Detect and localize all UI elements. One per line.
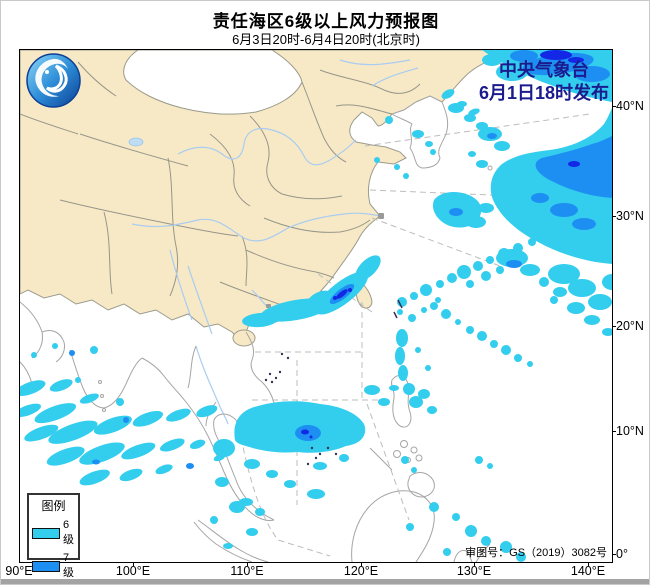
reef-dashes [393,299,403,319]
forecast-period: 6月3日20时-6月4日20时(北京时) [232,32,420,47]
land-borneo [351,490,435,562]
land-sumatra [193,519,269,562]
map-canvas [19,49,613,563]
issuer-time: 6月1日18时发布 [478,83,610,103]
lon-label-120e: 120°E [343,564,379,578]
wind-area-level7 [69,50,612,469]
lat-tick [612,554,616,555]
lat-label-30n: 30°N [616,209,644,223]
lat-tick [612,216,616,217]
legend-swatch-level6 [32,527,60,539]
legend-box: 图例 6级 7级 8级 [27,493,80,579]
cma-logo [26,53,81,108]
land-mindanao [407,472,435,498]
legend-label-level7: 7级 [63,552,74,579]
legend-item-6: 6级 [32,519,78,547]
issuer-label: 中央气象台 6月1日18时发布 [469,59,619,105]
lon-tick [247,562,248,566]
lon-label-130e: 130°E [456,564,492,578]
wind-area-level8 [301,50,584,439]
lon-label-110e: 110°E [230,564,264,578]
lon-label-90e: 90°E [5,564,33,578]
legend-swatch-level7 [32,560,60,572]
lat-tick [612,106,616,107]
issuer-agency: 中央气象台 [499,60,589,80]
lon-tick [474,562,475,566]
land-hainan [232,329,256,347]
lat-label-40n: 40°N [616,99,644,113]
lat-label-20n: 20°N [616,319,644,333]
island-specks [264,352,338,466]
map-svg [20,50,612,562]
rivers [131,59,419,425]
lat-label-0: 0° [616,547,628,561]
land-mongolia [123,50,303,115]
lon-tick [133,562,134,566]
bottom-bar [1,579,649,584]
coast-india [20,301,43,359]
page-title: 责任海区6级以上风力预报图 [212,12,440,31]
land-palawan [369,447,393,471]
lon-tick [361,562,362,566]
legend-label-level6: 6级 [63,519,74,546]
city-mark-shanghai [378,213,384,219]
lon-tick [588,562,589,566]
lon-label-140e: 140°E [570,564,606,578]
map-approval-number: 审图号：GS（2019）3082号 [465,547,607,559]
legend-item-7: 7级 [32,552,78,580]
lat-label-10n: 10°N [616,424,644,438]
city-mark-pearl [266,304,271,308]
lake-qinghai [128,137,144,147]
lon-label-100e: 100°E [115,564,151,578]
lat-tick [612,326,616,327]
legend-title: 图例 [41,499,66,513]
lat-tick [612,431,616,432]
